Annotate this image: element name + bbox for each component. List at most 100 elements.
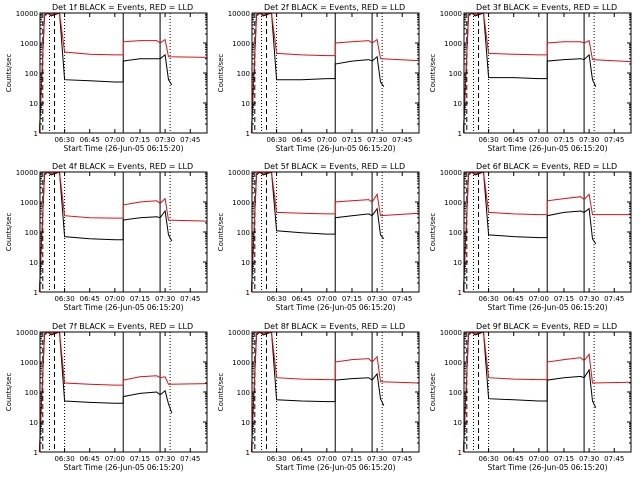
y-tick-label: 1000 bbox=[20, 359, 38, 367]
x-tick-label: 07:45 bbox=[392, 455, 412, 463]
series-line-events bbox=[38, 171, 173, 293]
x-tick-label: 07:45 bbox=[392, 136, 412, 144]
chart-panel-3: Det 3f BLACK = Events, RED = LLD 1 10 100 10… bbox=[429, 3, 632, 153]
x-tick-label: 07:00 bbox=[529, 295, 549, 303]
y-axis-label: Counts/sec bbox=[429, 373, 437, 412]
x-tick-label: 06:45 bbox=[504, 136, 524, 144]
y-tick-label: 100 bbox=[449, 70, 462, 78]
y-tick-label: 10000 bbox=[440, 329, 462, 337]
y-tick-label: 10 bbox=[29, 259, 38, 267]
x-tick-label: 06:30 bbox=[54, 295, 74, 303]
x-tick-label: 06:30 bbox=[266, 136, 286, 144]
y-tick-label: 10 bbox=[241, 259, 250, 267]
series-line-lld bbox=[250, 331, 420, 453]
y-tick-label: 1000 bbox=[20, 199, 38, 207]
x-tick-label: 07:15 bbox=[342, 295, 362, 303]
y-tick-label: 10000 bbox=[440, 10, 462, 18]
x-tick-label: 07:30 bbox=[579, 295, 599, 303]
chart-panel-7: Det 7f BLACK = Events, RED = LLD 1 10 100 10… bbox=[5, 322, 208, 472]
series-line-events bbox=[462, 171, 597, 293]
y-axis-label: Counts/sec bbox=[5, 373, 13, 412]
y-axis-label: Counts/sec bbox=[217, 373, 225, 412]
x-tick-label: 06:30 bbox=[266, 295, 286, 303]
x-axis-label: Start Time (26-Jun-05 06:15:20) bbox=[276, 303, 396, 312]
chart-title: Det 7f BLACK = Events, RED = LLD bbox=[52, 322, 193, 331]
x-axis-label: Start Time (26-Jun-05 06:15:20) bbox=[488, 144, 608, 153]
chart-title: Det 3f BLACK = Events, RED = LLD bbox=[476, 3, 617, 12]
series-line-events bbox=[38, 331, 173, 453]
y-tick-label: 100 bbox=[25, 389, 38, 397]
y-tick-label: 10000 bbox=[16, 329, 38, 337]
y-axis-label: Counts/sec bbox=[5, 54, 13, 93]
y-tick-label: 1000 bbox=[232, 40, 250, 48]
y-tick-label: 10000 bbox=[16, 169, 38, 177]
x-tick-label: 07:00 bbox=[529, 455, 549, 463]
x-axis-label: Start Time (26-Jun-05 06:15:20) bbox=[64, 463, 184, 472]
series-line-events bbox=[462, 12, 597, 134]
y-tick-label: 1 bbox=[458, 130, 462, 138]
chart-panel-8: Det 8f BLACK = Events, RED = LLD 1 10 100 10… bbox=[217, 322, 420, 472]
x-tick-label: 07:00 bbox=[105, 295, 125, 303]
x-tick-label: 06:45 bbox=[504, 295, 524, 303]
x-tick-label: 07:45 bbox=[604, 295, 624, 303]
y-tick-label: 1000 bbox=[444, 199, 462, 207]
chart-title: Det 2f BLACK = Events, RED = LLD bbox=[264, 3, 405, 12]
x-axis-label: Start Time (26-Jun-05 06:15:20) bbox=[276, 463, 396, 472]
chart-panel-9: Det 9f BLACK = Events, RED = LLD 1 10 100 10… bbox=[429, 322, 632, 472]
y-tick-label: 1000 bbox=[232, 199, 250, 207]
series-line-events bbox=[250, 12, 385, 134]
x-tick-label: 07:45 bbox=[180, 295, 200, 303]
chart-title: Det 5f BLACK = Events, RED = LLD bbox=[264, 162, 405, 171]
x-tick-label: 06:30 bbox=[54, 455, 74, 463]
x-tick-label: 06:45 bbox=[80, 455, 100, 463]
series-line-lld bbox=[38, 171, 208, 293]
series-line-events bbox=[250, 331, 385, 453]
y-tick-label: 10 bbox=[453, 259, 462, 267]
x-tick-label: 07:15 bbox=[130, 295, 150, 303]
chart-title: Det 4f BLACK = Events, RED = LLD bbox=[52, 162, 193, 171]
chart-title: Det 8f BLACK = Events, RED = LLD bbox=[264, 322, 405, 331]
x-tick-label: 07:00 bbox=[317, 295, 337, 303]
y-tick-label: 1 bbox=[246, 449, 250, 457]
y-tick-label: 10000 bbox=[440, 169, 462, 177]
x-tick-label: 06:45 bbox=[292, 455, 312, 463]
x-tick-label: 07:15 bbox=[130, 455, 150, 463]
series-line-lld bbox=[250, 12, 420, 134]
x-tick-label: 06:30 bbox=[54, 136, 74, 144]
chart-title: Det 9f BLACK = Events, RED = LLD bbox=[476, 322, 617, 331]
x-tick-label: 07:30 bbox=[155, 455, 175, 463]
x-tick-label: 07:30 bbox=[367, 136, 387, 144]
x-tick-label: 06:30 bbox=[478, 295, 498, 303]
x-tick-label: 06:45 bbox=[80, 136, 100, 144]
x-tick-label: 07:15 bbox=[554, 455, 574, 463]
x-tick-label: 07:00 bbox=[105, 136, 125, 144]
y-tick-label: 10 bbox=[241, 419, 250, 427]
y-tick-label: 1 bbox=[34, 130, 38, 138]
x-tick-label: 07:45 bbox=[604, 455, 624, 463]
y-tick-label: 1000 bbox=[444, 359, 462, 367]
y-tick-label: 100 bbox=[237, 229, 250, 237]
x-tick-label: 07:30 bbox=[579, 136, 599, 144]
x-tick-label: 07:00 bbox=[317, 455, 337, 463]
y-axis-label: Counts/sec bbox=[429, 213, 437, 252]
y-tick-label: 10000 bbox=[228, 10, 250, 18]
x-tick-label: 06:45 bbox=[504, 455, 524, 463]
series-line-lld bbox=[38, 12, 208, 134]
x-tick-label: 06:45 bbox=[292, 295, 312, 303]
x-tick-label: 07:00 bbox=[529, 136, 549, 144]
x-tick-label: 07:00 bbox=[105, 455, 125, 463]
x-tick-label: 07:45 bbox=[180, 455, 200, 463]
y-tick-label: 1 bbox=[34, 289, 38, 297]
chart-panel-2: Det 2f BLACK = Events, RED = LLD 1 10 100 10… bbox=[217, 3, 420, 153]
y-tick-label: 100 bbox=[25, 229, 38, 237]
x-tick-label: 06:45 bbox=[292, 136, 312, 144]
x-tick-label: 07:15 bbox=[554, 295, 574, 303]
chart-panel-5: Det 5f BLACK = Events, RED = LLD 1 10 100 10… bbox=[217, 162, 420, 312]
x-tick-label: 07:15 bbox=[130, 136, 150, 144]
x-tick-label: 07:45 bbox=[392, 295, 412, 303]
x-tick-label: 06:30 bbox=[266, 455, 286, 463]
y-axis-label: Counts/sec bbox=[5, 213, 13, 252]
series-line-events bbox=[462, 331, 597, 453]
chart-title: Det 6f BLACK = Events, RED = LLD bbox=[476, 162, 617, 171]
